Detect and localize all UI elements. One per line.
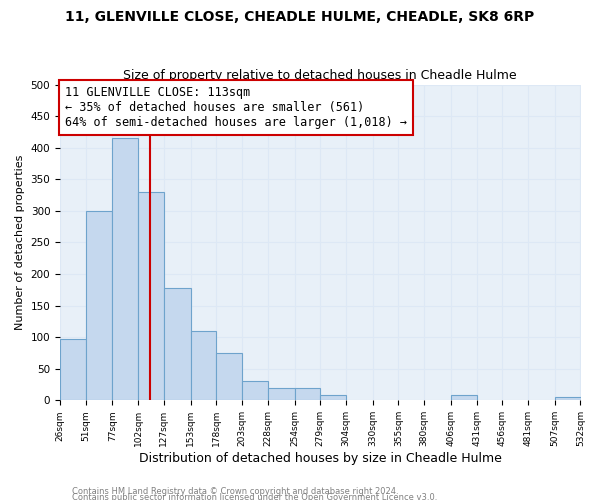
Bar (320, 396, 346, 400)
Text: Contains HM Land Registry data © Crown copyright and database right 2024.: Contains HM Land Registry data © Crown c… (72, 487, 398, 496)
Bar (242, 382, 268, 400)
Bar (295, 388, 320, 400)
Bar (268, 388, 295, 400)
Y-axis label: Number of detached properties: Number of detached properties (15, 155, 25, 330)
Bar (191, 331, 217, 400)
Bar (164, 288, 191, 401)
Bar (138, 192, 164, 400)
Bar (86, 211, 112, 400)
Bar (112, 138, 138, 400)
Bar (60, 339, 86, 400)
X-axis label: Distribution of detached houses by size in Cheadle Hulme: Distribution of detached houses by size … (139, 452, 502, 465)
Text: Contains public sector information licensed under the Open Government Licence v3: Contains public sector information licen… (72, 493, 437, 500)
Text: 11, GLENVILLE CLOSE, CHEADLE HULME, CHEADLE, SK8 6RP: 11, GLENVILLE CLOSE, CHEADLE HULME, CHEA… (65, 10, 535, 24)
Text: 11 GLENVILLE CLOSE: 113sqm
← 35% of detached houses are smaller (561)
64% of sem: 11 GLENVILLE CLOSE: 113sqm ← 35% of deta… (65, 86, 407, 129)
Title: Size of property relative to detached houses in Cheadle Hulme: Size of property relative to detached ho… (124, 69, 517, 82)
Bar (555, 397, 581, 400)
Bar (451, 396, 476, 400)
Bar (217, 353, 242, 401)
